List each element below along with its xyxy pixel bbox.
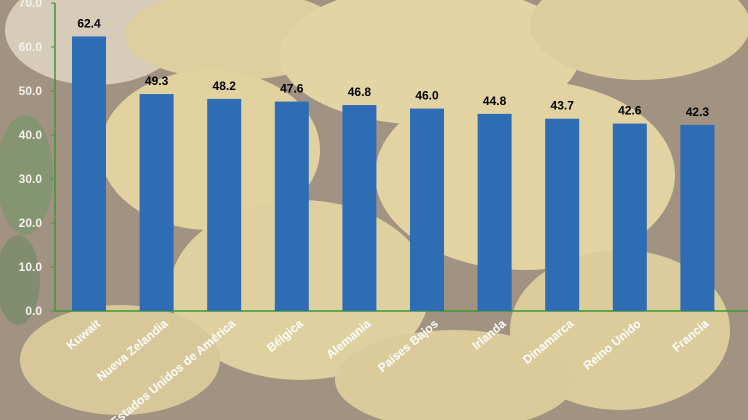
bar-value-label: 42.6 — [618, 104, 642, 118]
potato-shape — [530, 0, 748, 80]
y-tick-label: 60.0 — [19, 40, 43, 54]
bar — [612, 123, 647, 311]
category-label: Estados Unidos de América — [108, 316, 238, 420]
potato-shape — [375, 80, 675, 270]
bar — [139, 94, 174, 311]
bar-value-label: 62.4 — [77, 16, 101, 30]
bar — [477, 113, 512, 311]
y-tick-label: 0.0 — [25, 304, 42, 318]
bars-group — [72, 36, 715, 311]
bar-value-label: 46.8 — [348, 85, 372, 99]
category-label: Irlanda — [469, 316, 508, 352]
potato-shape — [335, 330, 575, 420]
y-tick-label: 50.0 — [19, 84, 43, 98]
y-tick-label: 20.0 — [19, 216, 43, 230]
bar-value-label: 48.2 — [213, 79, 237, 93]
category-label: Alemania — [323, 316, 373, 361]
y-axis-ticks: 0.0 10.0 20.0 30.0 40.0 50.0 60.0 70.0 — [19, 0, 55, 318]
y-tick-label: 10.0 — [19, 260, 43, 274]
bar — [545, 118, 580, 311]
bar-value-label: 49.3 — [145, 74, 169, 88]
bar-value-label: 43.7 — [551, 99, 575, 113]
category-label: Reino Unido — [581, 317, 644, 373]
category-label: Francia — [670, 316, 712, 354]
category-label: Kuwait — [64, 317, 103, 353]
leaf-shape — [0, 235, 40, 325]
bar — [342, 105, 377, 311]
category-label: Bélgica — [264, 316, 306, 354]
bar-value-label: 42.3 — [686, 105, 710, 119]
bar — [680, 124, 715, 311]
leaf-shape — [0, 115, 53, 235]
category-label: Nueva Zelandia — [94, 316, 171, 384]
y-tick-label: 40.0 — [19, 128, 43, 142]
bar — [72, 36, 106, 311]
bar-value-label: 44.8 — [483, 94, 507, 108]
category-label: Dinamarca — [520, 316, 576, 366]
value-labels-group: 62.4 49.3 48.2 47.6 46.8 46.0 44.8 43.7 42.6 42.3 — [77, 16, 709, 118]
bar-value-label: 47.6 — [280, 82, 304, 96]
y-tick-label: 70.0 — [19, 0, 43, 10]
bar — [274, 101, 309, 311]
y-tick-label: 30.0 — [19, 172, 43, 186]
bar-value-label: 46.0 — [415, 89, 439, 103]
bar — [207, 98, 242, 311]
potato-shape — [20, 305, 220, 415]
category-label: Países Bajos — [375, 316, 441, 375]
bar — [410, 108, 444, 311]
